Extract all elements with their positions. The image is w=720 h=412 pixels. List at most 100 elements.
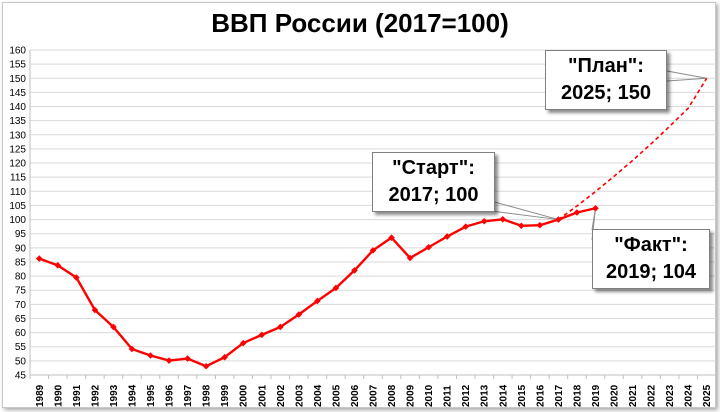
- data-point: [351, 267, 358, 274]
- data-point: [592, 204, 599, 212]
- callout-start-line1: "Старт":: [392, 157, 475, 179]
- x-tick-labels: 1989 1990 1991 1992 1993 1994 1995 1996 1997 1998…: [35, 384, 713, 407]
- y-tick-label: 60: [15, 328, 27, 339]
- y-tick-label: 115: [10, 173, 26, 184]
- data-point: [258, 331, 266, 339]
- y-tick-label: 50: [15, 356, 27, 367]
- data-point: [35, 255, 43, 262]
- data-point: [239, 339, 247, 347]
- y-tick-label: 130: [9, 130, 26, 141]
- x-tick-label: 2025: [702, 384, 713, 407]
- x-tick-label: 2018: [572, 384, 583, 407]
- data-point: [536, 221, 544, 229]
- x-tick-label: 2015: [517, 384, 528, 407]
- x-tick-label: 1993: [109, 384, 120, 407]
- data-point: [573, 209, 581, 216]
- x-tick-label: 1990: [53, 384, 64, 407]
- y-tick-label: 100: [9, 215, 26, 226]
- y-tick-label: 65: [15, 314, 27, 325]
- x-tick-label: 1994: [127, 384, 138, 407]
- data-point: [406, 254, 414, 262]
- x-tick-label: 1998: [202, 384, 213, 407]
- y-tick-label: 160: [9, 46, 26, 57]
- x-tick-label: 2012: [461, 384, 472, 407]
- x-tick-label: 2014: [498, 384, 509, 407]
- callout-start-line2: 2017; 100: [388, 184, 479, 206]
- x-tick-label: 2022: [647, 384, 658, 407]
- axes: [29, 50, 716, 379]
- x-tick-label: 2024: [684, 384, 695, 407]
- x-tick-label: 2000: [239, 384, 250, 407]
- x-tick-label: 1999: [220, 384, 231, 407]
- data-point: [221, 353, 228, 361]
- y-tick-label: 45: [15, 371, 27, 382]
- leader-plan: [666, 70, 707, 82]
- y-tick-label: 145: [9, 88, 26, 99]
- y-tick-label: 110: [10, 187, 26, 198]
- x-tick-label: 1996: [165, 384, 176, 407]
- x-tick-label: 1995: [146, 384, 157, 407]
- x-tick-label: 2001: [257, 384, 268, 407]
- x-tick-label: 2011: [443, 385, 454, 407]
- x-tick-label: 2002: [276, 384, 287, 407]
- y-tick-label: 75: [15, 286, 27, 297]
- callout-fact-line1: "Факт":: [614, 234, 688, 256]
- leader-start: [490, 200, 559, 221]
- y-tick-label: 70: [15, 300, 27, 311]
- data-point: [165, 357, 173, 364]
- y-tick-label: 140: [9, 102, 26, 113]
- data-point: [443, 233, 451, 240]
- leader-line: [666, 77, 707, 82]
- x-tick-label: 2003: [294, 384, 305, 407]
- data-point: [480, 217, 488, 225]
- data-point: [202, 362, 210, 370]
- x-tick-label: 2016: [535, 384, 546, 407]
- x-tick-label: 2021: [628, 384, 639, 407]
- data-point: [147, 352, 154, 359]
- data-point: [128, 345, 136, 353]
- x-tick-label: 2009: [406, 384, 417, 407]
- data-point: [110, 323, 117, 331]
- data-point: [332, 284, 340, 292]
- data-point: [462, 223, 470, 230]
- data-point: [499, 215, 507, 223]
- y-tick-label: 85: [15, 257, 27, 268]
- leader-line: [490, 210, 559, 221]
- y-tick-label: 90: [15, 243, 27, 254]
- data-series: [35, 77, 708, 370]
- leader-line: [666, 70, 707, 79]
- data-point: [555, 216, 562, 223]
- data-point: [91, 306, 99, 314]
- x-tick-label: 1997: [183, 384, 194, 407]
- y-tick-label: 155: [9, 60, 26, 71]
- data-point: [369, 247, 377, 254]
- x-tick-label: 2020: [610, 384, 621, 407]
- x-tick-label: 1989: [35, 384, 46, 407]
- y-tick-label: 80: [15, 272, 27, 283]
- y-tick-labels: 45 50 55 60 65 70 75 80 85 90 95 100 105 110 115 120 125…: [9, 46, 26, 382]
- callout-plan: "План": 2025; 150: [545, 50, 667, 110]
- y-tick-label: 150: [9, 74, 26, 85]
- callout-plan-line2: 2025; 150: [560, 82, 652, 104]
- callout-plan-line1: "План":: [568, 55, 644, 77]
- chart-title: ВВП России (2017=100): [211, 8, 509, 38]
- x-tick-label: 1991: [72, 384, 83, 407]
- x-tick-label: 1992: [90, 384, 101, 407]
- data-point: [73, 274, 80, 281]
- x-tick-label: 2010: [424, 384, 435, 407]
- y-tick-label: 95: [15, 229, 27, 240]
- leader-line: [490, 200, 559, 221]
- data-point: [276, 323, 284, 331]
- callout-fact-line2: 2019; 104: [605, 261, 697, 283]
- y-tick-label: 105: [9, 201, 26, 212]
- x-tick-label: 2005: [331, 384, 342, 407]
- data-point: [184, 355, 191, 362]
- callout-start: "Старт": 2017; 100: [372, 152, 495, 212]
- data-point: [518, 222, 525, 230]
- callout-leader-lines: [490, 70, 707, 241]
- y-tick-label: 120: [9, 159, 26, 170]
- y-tick-label: 135: [9, 116, 26, 127]
- data-point: [388, 234, 395, 241]
- x-tick-label: 2013: [480, 384, 491, 407]
- x-tick-label: 2019: [591, 384, 602, 407]
